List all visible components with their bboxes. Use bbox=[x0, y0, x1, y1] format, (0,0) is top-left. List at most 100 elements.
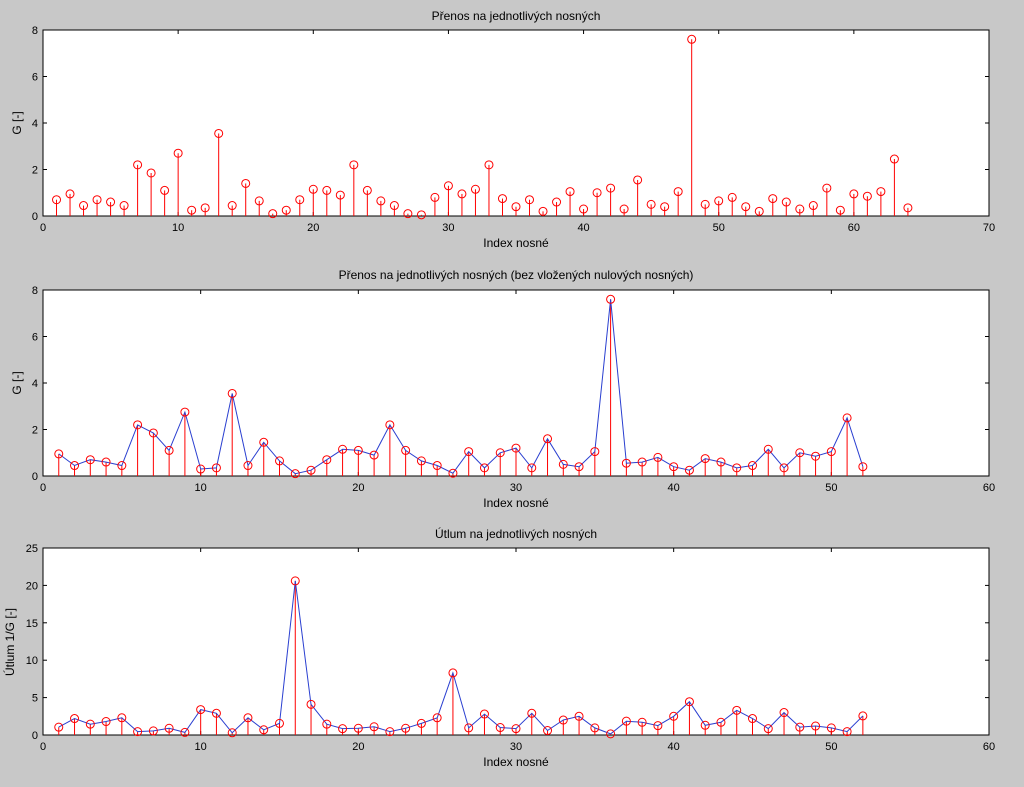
data-point-marker bbox=[511, 202, 521, 212]
x-tick-label: 30 bbox=[510, 482, 522, 494]
data-point-marker bbox=[497, 194, 507, 204]
data-point-marker bbox=[637, 457, 647, 467]
y-tick-label: 6 bbox=[32, 332, 38, 344]
data-point-marker bbox=[214, 128, 224, 138]
x-tick-label: 60 bbox=[848, 222, 860, 234]
data-point-marker bbox=[369, 722, 379, 732]
data-point-marker bbox=[646, 199, 656, 209]
data-point-marker bbox=[227, 201, 237, 211]
data-point-marker bbox=[687, 34, 697, 44]
data-point-marker bbox=[700, 199, 710, 209]
data-point-marker bbox=[54, 449, 64, 459]
data-point-marker bbox=[606, 294, 616, 304]
data-point-marker bbox=[558, 459, 568, 469]
data-point-marker bbox=[196, 464, 206, 474]
data-point-marker bbox=[259, 725, 269, 735]
data-point-marker bbox=[716, 717, 726, 727]
data-point-marker bbox=[741, 202, 751, 212]
x-tick-label: 20 bbox=[352, 741, 364, 753]
y-tick-label: 0 bbox=[32, 730, 38, 742]
data-point-marker bbox=[457, 189, 467, 199]
data-point-marker bbox=[389, 201, 399, 211]
y-tick-label: 8 bbox=[32, 25, 38, 37]
data-point-marker bbox=[543, 726, 553, 736]
data-point-marker bbox=[826, 447, 836, 457]
data-point-marker bbox=[732, 705, 742, 715]
data-point-marker bbox=[148, 726, 158, 736]
x-tick-label: 0 bbox=[40, 222, 46, 234]
data-point-marker bbox=[335, 190, 345, 200]
data-point-marker bbox=[160, 185, 170, 195]
subplot-1: Přenos na jednotlivých nosných Index nos… bbox=[10, 9, 995, 250]
x-tick-label: 60 bbox=[983, 482, 995, 494]
x-tick-label: 20 bbox=[307, 222, 319, 234]
data-point-marker bbox=[849, 189, 859, 199]
data-point-marker bbox=[133, 727, 143, 737]
data-point-marker bbox=[781, 197, 791, 207]
data-point-marker bbox=[653, 721, 663, 731]
data-point-marker bbox=[148, 428, 158, 438]
axes: 0 10 20 30 40 50 60 0 2 4 6 8 bbox=[32, 285, 995, 494]
data-point-marker bbox=[268, 209, 278, 219]
data-point-marker bbox=[117, 461, 127, 471]
x-tick-label: 60 bbox=[983, 741, 995, 753]
data-point-marker bbox=[732, 463, 742, 473]
data-point-marker bbox=[275, 718, 284, 728]
data-point-marker bbox=[479, 709, 489, 719]
data-point-marker bbox=[621, 458, 631, 468]
data-point-marker bbox=[669, 711, 679, 721]
data-point-marker bbox=[416, 718, 426, 728]
data-point-marker bbox=[700, 720, 710, 730]
data-point-marker bbox=[684, 697, 694, 707]
data-point-marker bbox=[353, 723, 363, 733]
data-point-marker bbox=[495, 448, 505, 458]
data-point-marker bbox=[527, 708, 537, 718]
data-point-marker bbox=[85, 455, 95, 465]
x-tick-label: 40 bbox=[577, 222, 589, 234]
data-point-marker bbox=[369, 450, 379, 460]
data-point-marker bbox=[811, 451, 821, 461]
data-point-marker bbox=[858, 711, 868, 721]
data-point-marker bbox=[842, 413, 852, 423]
data-point-marker bbox=[196, 705, 206, 715]
data-point-marker bbox=[795, 204, 805, 214]
data-point-marker bbox=[835, 205, 845, 215]
data-point-marker bbox=[448, 668, 458, 678]
data-point-marker bbox=[592, 188, 602, 198]
data-point-marker bbox=[779, 463, 789, 473]
data-point-marker bbox=[70, 714, 80, 724]
x-tick-label: 10 bbox=[172, 222, 184, 234]
chart-title: Přenos na jednotlivých nosných (bez vlož… bbox=[339, 268, 694, 282]
x-tick-label: 70 bbox=[983, 222, 995, 234]
data-point-marker bbox=[590, 723, 600, 733]
data-point-marker bbox=[227, 728, 237, 738]
data-point-marker bbox=[403, 209, 413, 219]
data-series bbox=[54, 294, 868, 479]
data-point-marker bbox=[464, 447, 474, 457]
data-point-marker bbox=[727, 192, 737, 202]
data-point-marker bbox=[117, 713, 127, 723]
data-point-marker bbox=[748, 714, 757, 724]
data-point-marker bbox=[385, 420, 395, 430]
data-point-marker bbox=[754, 206, 764, 216]
y-tick-label: 0 bbox=[32, 471, 38, 483]
data-point-marker bbox=[295, 195, 305, 205]
data-point-marker bbox=[54, 722, 64, 732]
data-point-marker bbox=[416, 456, 426, 466]
data-point-marker bbox=[606, 183, 616, 193]
data-point-marker bbox=[322, 185, 332, 195]
data-point-marker bbox=[243, 713, 253, 723]
data-point-marker bbox=[211, 708, 221, 718]
x-tick-label: 0 bbox=[40, 741, 46, 753]
chart-title: Přenos na jednotlivých nosných bbox=[432, 9, 601, 23]
data-point-marker bbox=[579, 204, 589, 214]
data-point-marker bbox=[795, 448, 805, 458]
plot-area bbox=[42, 289, 990, 477]
data-point-marker bbox=[416, 210, 426, 220]
y-tick-label: 8 bbox=[32, 285, 38, 297]
data-point-marker bbox=[779, 708, 789, 718]
data-point-marker bbox=[243, 461, 253, 471]
y-tick-label: 10 bbox=[26, 655, 38, 667]
data-point-marker bbox=[525, 195, 535, 205]
data-point-marker bbox=[876, 187, 886, 197]
